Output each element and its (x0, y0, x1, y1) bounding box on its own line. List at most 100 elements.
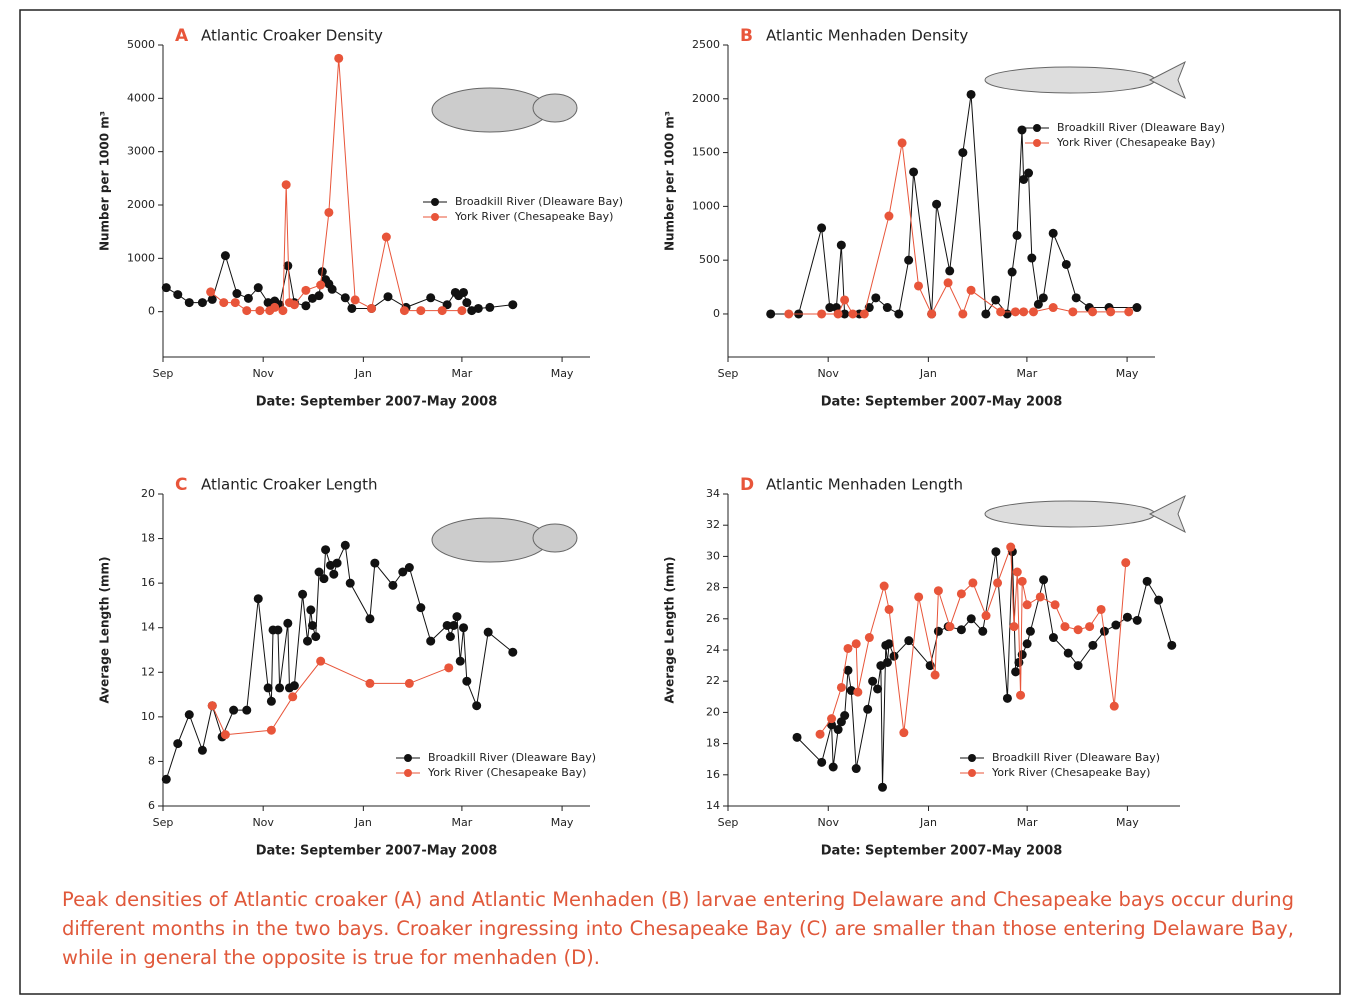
y-tick-label: 2000 (127, 198, 155, 211)
point (904, 636, 913, 645)
point (1132, 303, 1141, 312)
y-tick-label: 14 (141, 621, 155, 634)
y-tick-label: 16 (141, 576, 155, 589)
fish-c (432, 518, 577, 562)
point (827, 714, 836, 723)
point (242, 706, 251, 715)
point (333, 559, 342, 568)
x-tick-label: Mar (452, 367, 473, 380)
point (860, 309, 869, 318)
point (914, 281, 923, 290)
point (346, 579, 355, 588)
point (508, 300, 517, 309)
legend-label: Broadkill River (Dleaware Bay) (992, 751, 1160, 764)
point (288, 692, 297, 701)
point (270, 303, 279, 312)
point (321, 545, 330, 554)
point (382, 233, 391, 242)
point (991, 547, 1000, 556)
point (341, 541, 350, 550)
legend-marker (968, 754, 976, 762)
point (267, 726, 276, 735)
point (290, 681, 299, 690)
point (871, 293, 880, 302)
point (449, 621, 458, 630)
point (221, 730, 230, 739)
y-axis-label: Average Length (mm) (663, 556, 677, 703)
point (816, 730, 825, 739)
point (834, 309, 843, 318)
x-tick-label: Mar (1017, 367, 1038, 380)
chart-title: Atlantic Croaker Length (201, 476, 378, 494)
point (880, 582, 889, 591)
point (945, 622, 954, 631)
panel-letter: A (175, 26, 189, 46)
point (1064, 649, 1073, 658)
point (1049, 633, 1058, 642)
x-tick-label: Nov (818, 816, 840, 829)
y-tick-label: 16 (706, 768, 720, 781)
point (934, 586, 943, 595)
y-tick-label: 28 (706, 581, 720, 594)
point (884, 212, 893, 221)
x-tick-label: Nov (252, 367, 274, 380)
y-tick-label: 10 (141, 710, 155, 723)
point (1018, 577, 1027, 586)
point (1013, 231, 1022, 240)
point (1097, 605, 1106, 614)
point (909, 167, 918, 176)
point (462, 677, 471, 686)
legend-marker (968, 769, 976, 777)
point (231, 298, 240, 307)
point (878, 783, 887, 792)
chart-title: Atlantic Menhaden Density (766, 27, 968, 45)
y-tick-label: 1000 (692, 199, 720, 212)
point (328, 285, 337, 294)
point (383, 292, 392, 301)
point (1062, 260, 1071, 269)
point (282, 180, 291, 189)
legend-marker (431, 213, 439, 221)
point (957, 625, 966, 634)
y-tick-label: 24 (706, 643, 720, 656)
panel-letter: C (175, 475, 187, 495)
legend-label: Broadkill River (Dleaware Bay) (455, 195, 623, 208)
point (484, 628, 493, 637)
legend-marker (404, 769, 412, 777)
point (793, 733, 802, 742)
point (303, 637, 312, 646)
point (388, 581, 397, 590)
point (848, 309, 857, 318)
point (1049, 229, 1058, 238)
point (1011, 667, 1020, 676)
point (991, 295, 1000, 304)
point (1154, 596, 1163, 605)
point (967, 614, 976, 623)
y-tick-label: 20 (141, 487, 155, 500)
y-tick-label: 0 (713, 307, 720, 320)
point (1027, 254, 1036, 263)
point (244, 294, 253, 303)
x-tick-label: May (1116, 367, 1139, 380)
point (351, 295, 360, 304)
point (885, 639, 894, 648)
point (405, 679, 414, 688)
point (1088, 307, 1097, 316)
point (275, 683, 284, 692)
fish-b (985, 62, 1185, 98)
point (967, 286, 976, 295)
point (334, 54, 343, 63)
point (1072, 293, 1081, 302)
point (459, 288, 468, 297)
point (267, 697, 276, 706)
point (996, 307, 1005, 316)
point (444, 663, 453, 672)
point (416, 306, 425, 315)
point (254, 594, 263, 603)
point (1124, 307, 1133, 316)
fish-a (432, 88, 577, 132)
point (934, 627, 943, 636)
point (1026, 627, 1035, 636)
y-tick-label: 22 (706, 674, 720, 687)
point (1003, 694, 1012, 703)
